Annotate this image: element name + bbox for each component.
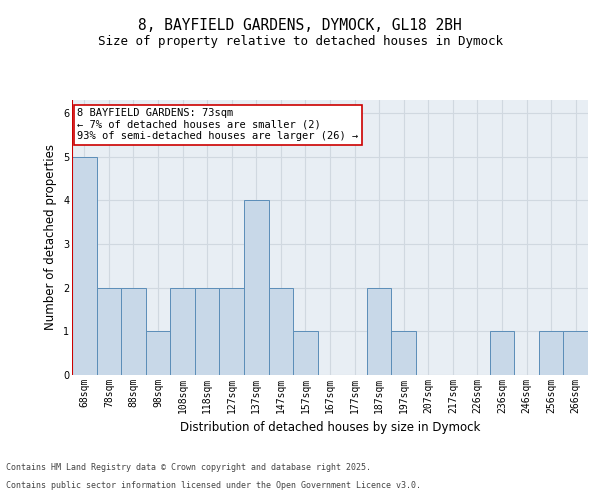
Bar [563,332,588,375]
Text: Size of property relative to detached houses in Dymock: Size of property relative to detached ho… [97,35,503,48]
Bar [195,288,220,375]
Bar [539,332,563,375]
X-axis label: Distribution of detached houses by size in Dymock: Distribution of detached houses by size … [180,422,480,434]
Bar [72,156,97,375]
Bar [121,288,146,375]
Bar [490,332,514,375]
Text: Contains HM Land Registry data © Crown copyright and database right 2025.: Contains HM Land Registry data © Crown c… [6,464,371,472]
Text: 8 BAYFIELD GARDENS: 73sqm
← 7% of detached houses are smaller (2)
93% of semi-de: 8 BAYFIELD GARDENS: 73sqm ← 7% of detach… [77,108,358,142]
Bar [293,332,318,375]
Bar [244,200,269,375]
Text: 8, BAYFIELD GARDENS, DYMOCK, GL18 2BH: 8, BAYFIELD GARDENS, DYMOCK, GL18 2BH [138,18,462,32]
Bar [220,288,244,375]
Bar [269,288,293,375]
Bar [97,288,121,375]
Bar [146,332,170,375]
Bar [391,332,416,375]
Bar [367,288,391,375]
Y-axis label: Number of detached properties: Number of detached properties [44,144,58,330]
Text: Contains public sector information licensed under the Open Government Licence v3: Contains public sector information licen… [6,481,421,490]
Bar [170,288,195,375]
